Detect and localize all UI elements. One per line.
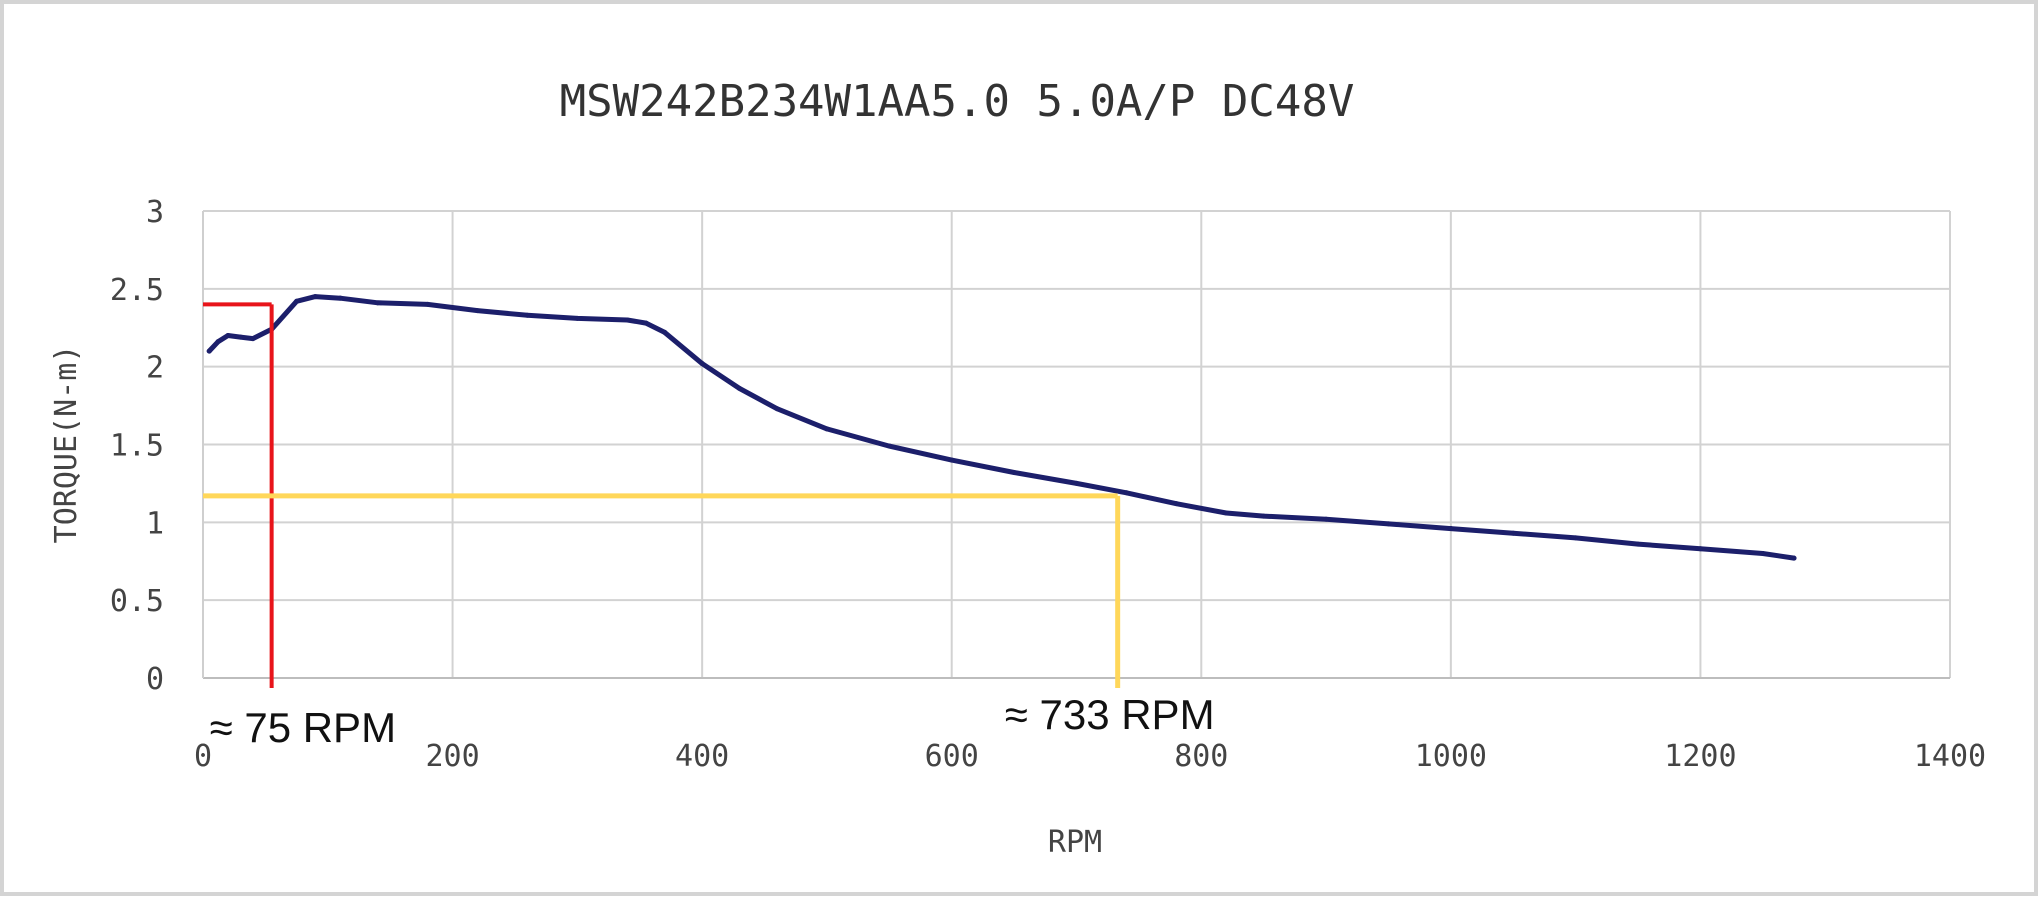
- data-point: [1510, 530, 1516, 536]
- x-tick-label: 1400: [1914, 739, 1986, 774]
- torque-curve: [206, 294, 1797, 561]
- y-tick-label: 1: [146, 506, 164, 541]
- x-axis-title: RPM: [1048, 825, 1102, 860]
- x-tick-label: 1200: [1664, 739, 1736, 774]
- y-tick-label: 2.5: [110, 273, 164, 308]
- x-tick-label: 0: [194, 739, 212, 774]
- y-tick-label: 0.5: [110, 584, 164, 619]
- x-tick-label: 200: [425, 739, 479, 774]
- x-tick-label: 400: [675, 739, 729, 774]
- data-point: [1635, 541, 1641, 547]
- data-point: [375, 300, 381, 306]
- x-tick-label: 1000: [1415, 739, 1487, 774]
- grid: [202, 210, 1951, 679]
- data-point: [1385, 521, 1391, 527]
- annotation-layer: ≈ 75 RPM ≈ 733 RPM: [203, 302, 1215, 751]
- data-point: [524, 312, 530, 318]
- data-point: [250, 336, 256, 342]
- y-tick-label: 1.5: [110, 429, 164, 464]
- x-tick-label: 800: [1174, 739, 1228, 774]
- data-point: [337, 295, 343, 301]
- data-point: [1123, 490, 1129, 496]
- data-point: [475, 308, 481, 314]
- y-tick-label: 3: [146, 195, 164, 230]
- data-point: [206, 348, 212, 354]
- data-point: [1573, 535, 1579, 541]
- data-point: [624, 317, 630, 323]
- data-point: [949, 457, 955, 463]
- data-point: [824, 426, 830, 432]
- data-point: [1760, 550, 1766, 556]
- x-tick-labels: 0 200 400 600 800 1000 1200 1400: [194, 739, 1986, 774]
- data-point: [699, 361, 705, 367]
- data-point: [1261, 513, 1267, 519]
- data-point: [294, 298, 300, 304]
- data-point: [1223, 510, 1229, 516]
- data-point: [1323, 516, 1329, 522]
- chart-title: MSW242B234W1AA5.0 5.0A/P DC48V: [560, 76, 1355, 127]
- data-point: [1074, 480, 1079, 486]
- torque-speed-chart: MSW242B234W1AA5.0 5.0A/P DC48V 0 0.5 1 1.5 2…: [49, 76, 1986, 860]
- data-point: [737, 385, 743, 391]
- data-point: [237, 334, 243, 340]
- data-point: [1173, 501, 1179, 507]
- y-axis-title: TORQUE(N-m): [49, 345, 84, 544]
- data-point: [1791, 555, 1797, 561]
- series-layer: [206, 294, 1797, 561]
- data-point: [1448, 526, 1454, 532]
- data-point: [886, 443, 892, 449]
- y-tick-label: 0: [146, 662, 164, 697]
- data-point: [774, 406, 780, 412]
- x-tick-label: 600: [925, 739, 979, 774]
- annotation-label: ≈ 733 RPM: [1005, 691, 1215, 738]
- annotation-label: ≈ 75 RPM: [210, 704, 396, 751]
- data-point: [662, 329, 668, 335]
- data-point: [1697, 546, 1703, 552]
- data-point: [574, 315, 580, 321]
- data-point: [643, 320, 649, 326]
- y-tick-label: 2: [146, 351, 164, 386]
- data-point: [225, 333, 231, 339]
- data-point: [312, 294, 318, 300]
- y-tick-labels: 0 0.5 1 1.5 2 2.5 3: [110, 195, 164, 697]
- data-point: [425, 301, 431, 307]
- data-point: [1011, 470, 1017, 476]
- data-point: [215, 339, 221, 345]
